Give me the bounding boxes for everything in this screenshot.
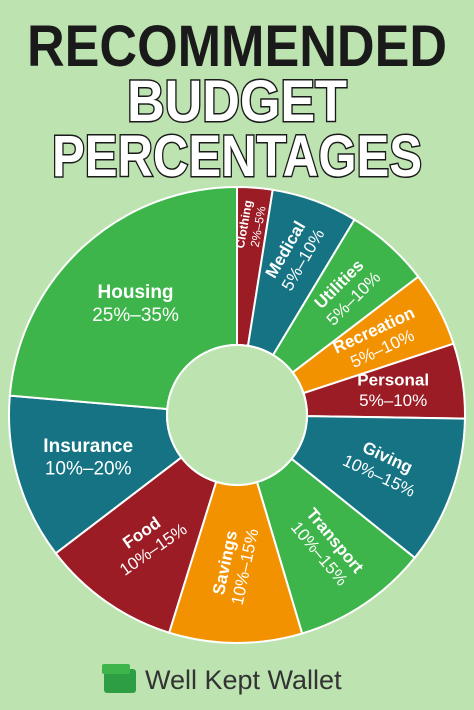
segment-range: 10%–20% — [45, 459, 132, 480]
source: Well Kept Wallet — [145, 665, 342, 695]
segment-range: 25%–35% — [92, 305, 179, 326]
segment-name: Insurance — [43, 436, 133, 457]
segment-name: Personal — [357, 371, 429, 390]
donut: Clothing2%–5%Medical5%–10%Utilities5%–10… — [8, 185, 466, 644]
segment-range: 5%–10% — [359, 391, 427, 410]
segment-name: Housing — [98, 282, 174, 303]
logo-icon — [102, 664, 136, 693]
donut-hole — [166, 344, 308, 486]
title-line: BUDGET — [127, 69, 347, 134]
title-line: RECOMMENDED — [27, 14, 447, 79]
title-line: PERCENTAGES — [52, 124, 422, 189]
